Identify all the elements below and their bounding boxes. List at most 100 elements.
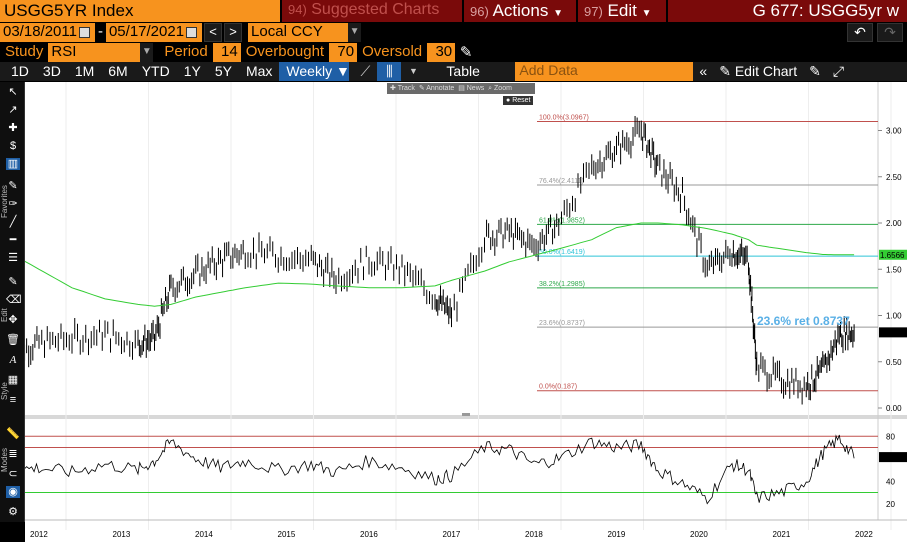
palette-icon[interactable]: ▦ xyxy=(7,374,19,386)
table-button[interactable]: Table xyxy=(446,63,480,79)
panel-divider xyxy=(25,415,907,419)
oversold-input[interactable]: 30 xyxy=(427,43,456,62)
fib-level-label: 23.6%(0.8737) xyxy=(539,320,585,327)
rsi-badge-bg xyxy=(879,452,907,463)
calendar-icon[interactable] xyxy=(78,26,90,38)
retracement-note: 23.6% ret 0.8737 xyxy=(757,314,850,328)
ma-price-badge: 1.6566 xyxy=(880,251,905,260)
ruler-icon[interactable]: 📏 xyxy=(6,428,20,440)
reset-button[interactable]: ● Reset xyxy=(503,96,534,105)
horizontal-line-icon[interactable]: ━ xyxy=(9,234,17,246)
edit-menu[interactable]: 97) Edit ▼ xyxy=(578,0,666,22)
arrow-icon[interactable]: ↗ xyxy=(8,104,18,116)
year-label: 2015 xyxy=(278,530,296,539)
actions-label: Actions xyxy=(492,1,549,20)
gear-icon[interactable]: ⚙ xyxy=(8,506,18,518)
chart-type-icon[interactable]: ▥ xyxy=(6,158,20,170)
suggested-charts-button[interactable]: 94) Suggested Charts xyxy=(282,0,462,22)
fib-level-label: 0.0%(0.187) xyxy=(539,384,577,391)
brush-icon[interactable]: ✑ xyxy=(8,198,18,210)
rsi-badge: 61.466 xyxy=(880,453,905,462)
collapse-icon[interactable]: « xyxy=(699,63,708,79)
undo-icon[interactable]: ↶ xyxy=(847,23,873,42)
chevron-down-icon[interactable]: ▼ xyxy=(348,23,362,42)
suggested-num: 94) xyxy=(288,2,307,17)
chevron-down-icon[interactable]: ▼ xyxy=(408,66,418,76)
timeframe-5y[interactable]: 5Y xyxy=(214,63,232,79)
chevron-down-icon[interactable]: ▼ xyxy=(140,43,154,62)
year-label: 2021 xyxy=(773,530,791,539)
price-tick-label: 1.00 xyxy=(886,312,902,321)
fib-level-label: 76.4%(2.4111) xyxy=(539,178,584,185)
fibonacci-icon[interactable]: ≣ xyxy=(8,448,18,460)
trash-icon[interactable]: 🗑 xyxy=(6,334,20,346)
range-dash: - xyxy=(97,23,103,40)
start-date-field[interactable]: 03/18/2011 xyxy=(0,23,95,42)
channel-icon[interactable]: ☰ xyxy=(8,252,18,264)
zoom-button[interactable]: ⌕ Zoom xyxy=(488,85,512,92)
actions-num: 96) xyxy=(470,4,489,19)
moving-average-line xyxy=(25,222,855,307)
year-label: 2020 xyxy=(690,530,708,539)
rsi-tick-label: 80 xyxy=(886,432,895,441)
caret-down-icon: ▼ xyxy=(641,8,652,19)
timeframe-6m[interactable]: 6M xyxy=(108,63,128,79)
year-label: 2022 xyxy=(855,530,873,539)
pencil-icon[interactable]: ✎ xyxy=(459,44,473,61)
timeframe-3d[interactable]: 3D xyxy=(42,63,61,79)
chart-panel[interactable]: 2012 2013 2014 2015 2016 2017 2018 2019 2020 2021… xyxy=(25,82,907,542)
redo-icon[interactable]: ↷ xyxy=(877,23,903,42)
move-icon[interactable]: ✥ xyxy=(8,314,18,326)
period-label: Period xyxy=(164,43,208,60)
draw-icon[interactable]: ✎ xyxy=(8,276,18,288)
rsi-tick-label: 40 xyxy=(886,477,895,486)
timeframe-1d[interactable]: 1D xyxy=(11,63,29,79)
cursor-icon[interactable]: ↖ xyxy=(8,86,18,98)
crosshair-icon[interactable]: ✚ xyxy=(8,122,18,134)
prev-arrow-icon[interactable]: < xyxy=(204,23,223,42)
expand-icon[interactable]: ⤢ xyxy=(832,63,845,79)
rsi-tick-label: 20 xyxy=(886,500,895,509)
oversold-label: Oversold xyxy=(362,43,423,60)
annotate-button[interactable]: ✎ Annotate xyxy=(418,85,455,92)
line-style-icon[interactable]: ≡ xyxy=(9,394,17,406)
palette-icon[interactable]: ◉ xyxy=(6,486,20,498)
end-date-value: 05/17/2021 xyxy=(108,23,185,40)
ticker-field[interactable]: USGG5YR Index xyxy=(0,0,280,22)
end-date-field[interactable]: 05/17/2021 xyxy=(105,23,203,42)
panel-resize-handle xyxy=(462,413,470,416)
bar-chart-icon[interactable]: ⫼ xyxy=(377,62,402,81)
price-tick-label: 3.00 xyxy=(886,127,902,136)
timeframe-ytd[interactable]: YTD xyxy=(141,63,170,79)
magnet-icon[interactable]: ⊂ xyxy=(8,468,18,480)
next-arrow-icon[interactable]: > xyxy=(224,23,243,42)
dollar-icon[interactable]: $ xyxy=(9,140,17,152)
frequency-select[interactable]: Weekly ▼ xyxy=(279,62,350,81)
timeframe-1m[interactable]: 1M xyxy=(74,63,95,79)
news-label: News xyxy=(466,85,485,92)
currency-select[interactable]: Local CCY xyxy=(248,23,349,42)
overbought-input[interactable]: 70 xyxy=(329,43,358,62)
timeframe-1y[interactable]: 1Y xyxy=(183,63,201,79)
trendline-icon[interactable]: ╱ xyxy=(9,216,17,228)
track-button[interactable]: ✚ Track xyxy=(390,85,415,92)
price-tick-label: 2.50 xyxy=(886,173,902,182)
news-button[interactable]: ▤ News xyxy=(458,85,485,92)
timeframe-max[interactable]: Max xyxy=(245,63,273,79)
line-chart-icon[interactable]: ⟋ xyxy=(360,63,371,79)
ma-price-badge-bg xyxy=(879,249,907,260)
year-label: 2016 xyxy=(360,530,378,539)
study-select[interactable]: RSI xyxy=(48,43,141,62)
actions-menu[interactable]: 96) Actions ▼ xyxy=(464,0,576,22)
study-label: Study xyxy=(5,43,44,60)
annotate-icon[interactable]: ✎ xyxy=(809,63,821,79)
year-label: 2019 xyxy=(608,530,626,539)
pen-icon[interactable]: ✎ xyxy=(8,180,18,192)
edit-chart-button[interactable]: ✎ Edit Chart xyxy=(713,62,803,81)
period-input[interactable]: 14 xyxy=(212,43,241,62)
drawing-toolbar: ↖ ↗ ✚ $ ▥ Favorites ✎ ✑ ╱ ━ ☰ ✎ Edit ⌫ ✥… xyxy=(0,82,25,522)
text-icon[interactable]: A xyxy=(9,354,17,366)
eraser-icon[interactable]: ⌫ xyxy=(6,294,22,306)
calendar-icon[interactable] xyxy=(186,26,198,38)
add-data-input[interactable]: Add Data xyxy=(515,62,694,81)
